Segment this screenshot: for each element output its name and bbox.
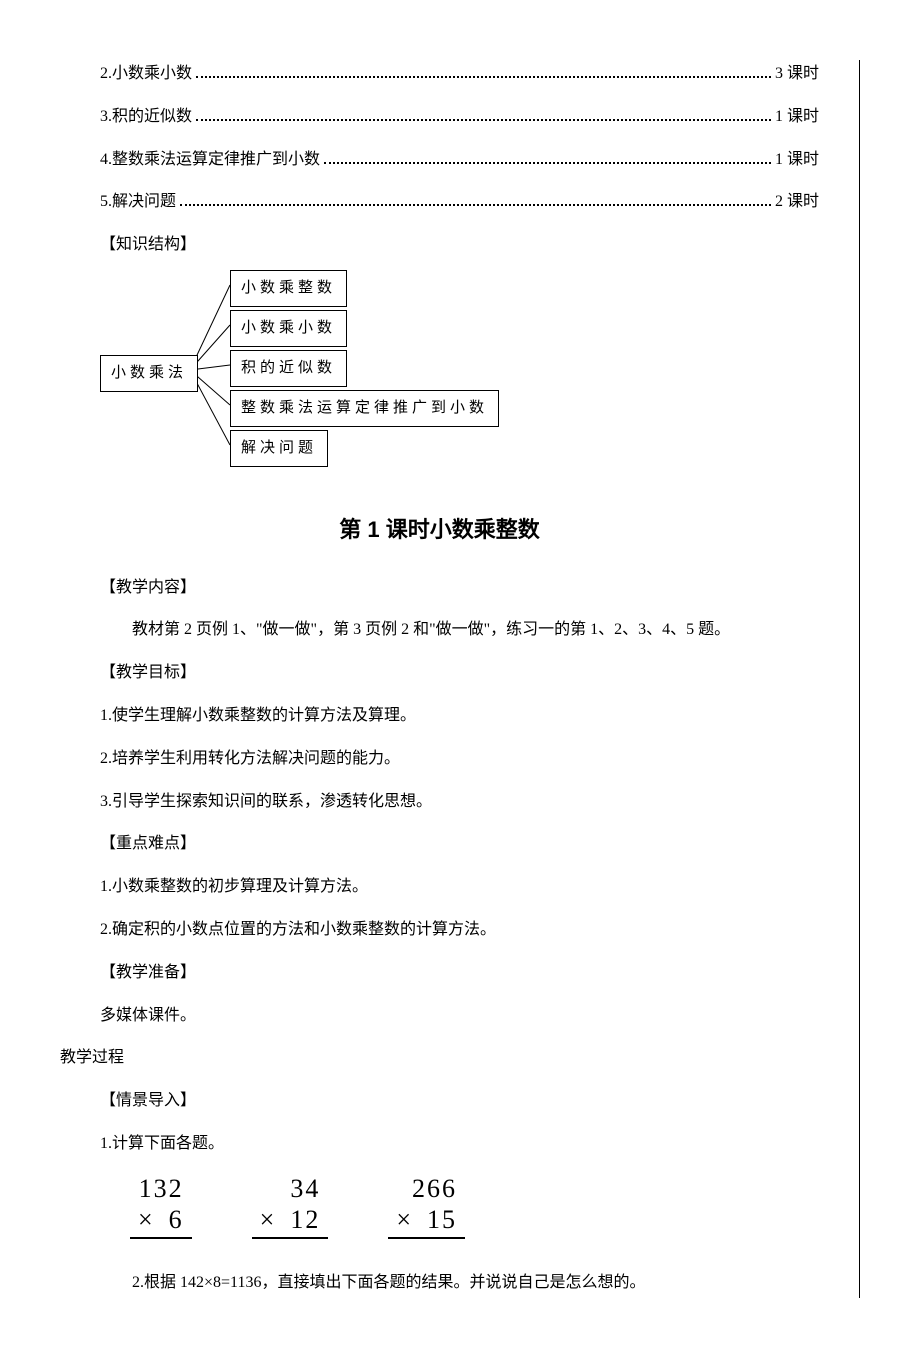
section-heading-scene: 【情景导入】 bbox=[60, 1087, 819, 1116]
key-item: 1.小数乘整数的初步算理及计算方法。 bbox=[60, 873, 819, 902]
toc-label: 2.小数乘小数 bbox=[100, 60, 192, 89]
section-heading-prep: 【教学准备】 bbox=[60, 959, 819, 988]
mult-bottom: ×6 bbox=[130, 1204, 192, 1239]
times-icon: × bbox=[260, 1205, 277, 1234]
mult-bottom: × 15 bbox=[388, 1204, 465, 1239]
key-item: 2.确定积的小数点位置的方法和小数乘整数的计算方法。 bbox=[60, 916, 819, 945]
toc-dots bbox=[196, 119, 771, 121]
diagram-branch: 小数乘整数 bbox=[230, 270, 347, 307]
knowledge-structure-label: 【知识结构】 bbox=[60, 231, 819, 260]
vertical-multiplication-row: 132 ×6 34 ×12 266 ×15 bbox=[60, 1173, 819, 1239]
toc-item: 2.小数乘小数 3 课时 bbox=[60, 60, 819, 89]
times-icon: × bbox=[396, 1205, 413, 1234]
section-heading-content: 【教学内容】 bbox=[60, 574, 819, 603]
vertical-multiplication: 266 × 15 bbox=[388, 1173, 465, 1239]
mult-bottom: × 12 bbox=[252, 1204, 329, 1239]
mult-top: 34 bbox=[252, 1173, 329, 1204]
toc-label: 5.解决问题 bbox=[100, 188, 176, 217]
toc-item: 4.整数乘法运算定律推广到小数 1 课时 bbox=[60, 146, 819, 175]
diagram-lines bbox=[100, 270, 819, 480]
calc-label: 1.计算下面各题。 bbox=[60, 1130, 819, 1159]
lesson-title: 第 1 课时小数乘整数 bbox=[60, 510, 819, 550]
vertical-multiplication: 132 ×6 bbox=[130, 1173, 192, 1239]
toc-dots bbox=[324, 162, 771, 164]
content-text: 教材第 2 页例 1、"做一做"，第 3 页例 2 和"做一做"，练习一的第 1… bbox=[60, 616, 819, 645]
process-label: 教学过程 bbox=[60, 1044, 819, 1073]
goal-item: 3.引导学生探索知识间的联系，渗透转化思想。 bbox=[60, 788, 819, 817]
mult-bottom-num: 15 bbox=[427, 1205, 457, 1234]
toc-item: 5.解决问题 2 课时 bbox=[60, 188, 819, 217]
mult-top: 266 bbox=[388, 1173, 465, 1204]
mult-top: 132 bbox=[130, 1173, 192, 1204]
mult-bottom-num: 12 bbox=[290, 1205, 320, 1234]
toc-value: 1 课时 bbox=[775, 146, 819, 175]
diagram-branch: 解决问题 bbox=[230, 430, 328, 467]
toc-value: 3 课时 bbox=[775, 60, 819, 89]
toc-item: 3.积的近似数 1 课时 bbox=[60, 103, 819, 132]
document-page: 2.小数乘小数 3 课时 3.积的近似数 1 课时 4.整数乘法运算定律推广到小… bbox=[50, 60, 860, 1298]
fill-label: 2.根据 142×8=1136，直接填出下面各题的结果。并说说自己是怎么想的。 bbox=[60, 1269, 819, 1298]
toc-dots bbox=[196, 76, 771, 78]
knowledge-structure-diagram: 小数乘法 小数乘整数 小数乘小数 积的近似数 整数乘法运算定律推广到小数 解决问… bbox=[100, 270, 819, 480]
goal-item: 2.培养学生利用转化方法解决问题的能力。 bbox=[60, 745, 819, 774]
mult-bottom-num: 6 bbox=[169, 1205, 184, 1234]
diagram-branch: 整数乘法运算定律推广到小数 bbox=[230, 390, 499, 427]
toc-label: 4.整数乘法运算定律推广到小数 bbox=[100, 146, 320, 175]
vertical-multiplication: 34 × 12 bbox=[252, 1173, 329, 1239]
diagram-branch: 小数乘小数 bbox=[230, 310, 347, 347]
times-icon: × bbox=[138, 1205, 155, 1234]
diagram-branch: 积的近似数 bbox=[230, 350, 347, 387]
section-heading-goals: 【教学目标】 bbox=[60, 659, 819, 688]
prep-text: 多媒体课件。 bbox=[60, 1002, 819, 1031]
toc-dots bbox=[180, 204, 771, 206]
goal-item: 1.使学生理解小数乘整数的计算方法及算理。 bbox=[60, 702, 819, 731]
toc-label: 3.积的近似数 bbox=[100, 103, 192, 132]
diagram-root: 小数乘法 bbox=[100, 355, 198, 392]
toc-value: 1 课时 bbox=[775, 103, 819, 132]
section-heading-key: 【重点难点】 bbox=[60, 830, 819, 859]
toc-value: 2 课时 bbox=[775, 188, 819, 217]
